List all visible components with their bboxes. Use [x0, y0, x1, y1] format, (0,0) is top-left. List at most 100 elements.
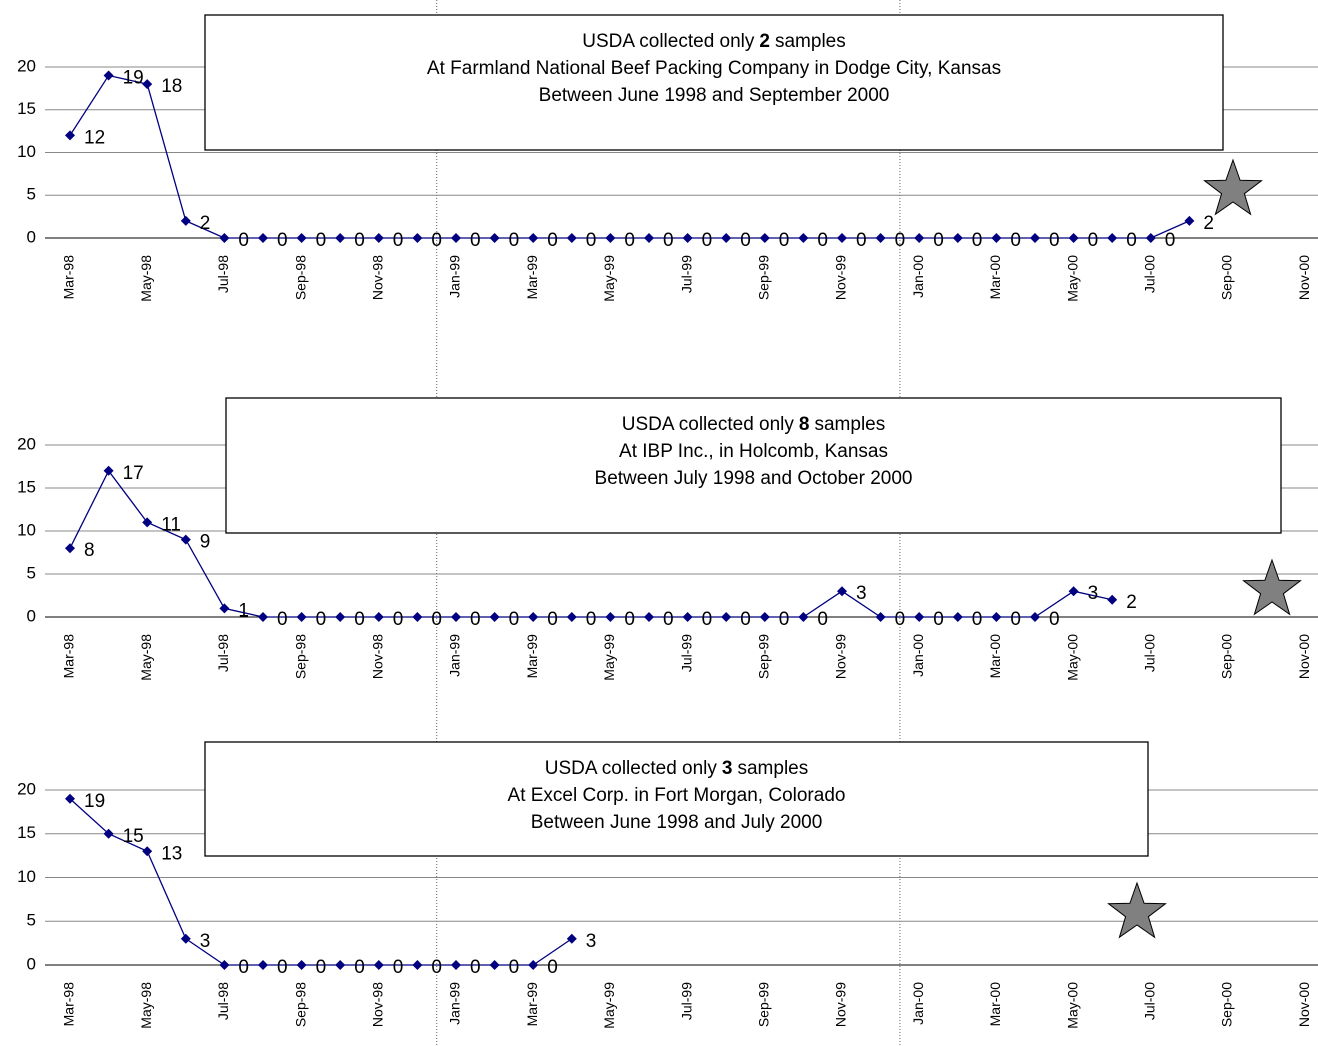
- x-tick-label: Mar-98: [61, 634, 77, 679]
- data-point: [219, 603, 230, 614]
- y-tick-label: 20: [17, 779, 36, 798]
- data-label: 2: [1203, 213, 1214, 234]
- data-label: 0: [586, 609, 597, 630]
- data-label: 0: [856, 230, 867, 251]
- x-tick-label: Jul-98: [215, 634, 231, 672]
- data-label: 8: [84, 540, 95, 561]
- x-tick-label: Jan-00: [910, 982, 926, 1025]
- data-point: [1068, 586, 1079, 597]
- annotation-headline: USDA collected only 2 samples: [582, 31, 845, 52]
- data-point: [296, 960, 307, 970]
- x-tick-label: Jan-99: [447, 634, 463, 677]
- data-point: [219, 233, 230, 243]
- data-point: [914, 612, 925, 622]
- data-point: [335, 960, 346, 970]
- data-point: [489, 233, 500, 243]
- x-tick-label: May-00: [1064, 634, 1080, 681]
- data-label: 0: [702, 230, 713, 251]
- annotation-text: samples: [814, 414, 885, 435]
- data-label: 0: [431, 230, 442, 251]
- data-label: 12: [84, 127, 105, 148]
- data-point: [1184, 215, 1195, 226]
- data-point: [759, 612, 770, 622]
- data-label: 0: [933, 609, 944, 630]
- data-point: [142, 79, 153, 90]
- data-label: 0: [509, 609, 520, 630]
- series-line: [69, 469, 1113, 618]
- data-point: [1107, 594, 1118, 605]
- x-tick-label: May-00: [1064, 982, 1080, 1029]
- annotation-box: [204, 741, 1149, 857]
- data-label: 0: [354, 230, 365, 251]
- data-label: 0: [1165, 230, 1176, 251]
- data-point: [65, 130, 75, 141]
- data-point: [566, 233, 577, 243]
- data-point: [103, 828, 114, 839]
- data-label: 0: [316, 230, 327, 251]
- star-icon: [1203, 158, 1263, 216]
- data-label: 0: [470, 609, 481, 630]
- star-icon: [1242, 558, 1302, 616]
- y-tick-label: 5: [27, 563, 36, 582]
- data-point: [180, 215, 191, 226]
- x-tick-label: Jul-99: [678, 255, 694, 293]
- y-tick-label: 20: [17, 56, 36, 75]
- data-label: 0: [238, 957, 249, 978]
- data-point: [1030, 612, 1040, 622]
- x-tick-label: May-99: [601, 982, 617, 1029]
- annotation-headline: USDA collected only 3 samples: [545, 758, 808, 779]
- data-point: [65, 543, 75, 554]
- data-point: [219, 960, 230, 970]
- data-label: 0: [624, 609, 635, 630]
- data-label: 0: [547, 609, 558, 630]
- x-tick-label: Jan-99: [447, 982, 463, 1025]
- x-tick-label: Mar-98: [61, 982, 77, 1027]
- data-point: [489, 960, 500, 970]
- data-point: [258, 612, 268, 622]
- data-label: 11: [161, 514, 181, 535]
- x-tick-label: Mar-99: [524, 982, 540, 1027]
- y-tick-label: 20: [17, 434, 36, 453]
- data-point: [335, 233, 346, 243]
- x-tick-label: Sep-98: [292, 634, 308, 679]
- data-point: [451, 233, 461, 243]
- data-label: 0: [779, 609, 790, 630]
- data-label: 0: [1049, 609, 1060, 630]
- annotation-box: [225, 397, 1282, 534]
- data-point: [142, 846, 153, 857]
- data-point: [373, 960, 384, 970]
- data-label: 1: [238, 600, 249, 621]
- data-point: [682, 612, 693, 622]
- data-label: 0: [1010, 230, 1021, 251]
- data-label: 0: [1126, 230, 1137, 251]
- data-label: 0: [509, 957, 520, 978]
- data-point: [1107, 233, 1118, 243]
- y-tick-label: 10: [17, 867, 36, 886]
- x-tick-label: Nov-99: [833, 255, 849, 300]
- data-label: 13: [161, 843, 182, 864]
- data-label: 0: [277, 230, 288, 251]
- data-point: [798, 233, 809, 243]
- data-label: 18: [161, 76, 182, 97]
- data-point: [373, 612, 384, 622]
- data-label: 0: [663, 609, 674, 630]
- data-point: [1030, 233, 1040, 243]
- data-label: 15: [123, 826, 144, 847]
- annotation-line: Between June 1998 and September 2000: [539, 85, 890, 106]
- x-tick-label: Sep-00: [1219, 255, 1235, 300]
- data-point: [412, 233, 423, 243]
- data-point: [605, 612, 616, 622]
- x-tick-label: Jul-00: [1142, 634, 1158, 672]
- data-label: 0: [1010, 609, 1021, 630]
- data-point: [721, 233, 732, 243]
- data-point: [644, 612, 654, 622]
- y-tick-label: 15: [17, 99, 36, 118]
- x-tick-label: Jul-00: [1142, 255, 1158, 293]
- x-tick-label: Nov-98: [370, 634, 386, 679]
- series-line: [69, 74, 1190, 239]
- data-point: [991, 233, 1002, 243]
- x-tick-label: Sep-99: [756, 982, 772, 1027]
